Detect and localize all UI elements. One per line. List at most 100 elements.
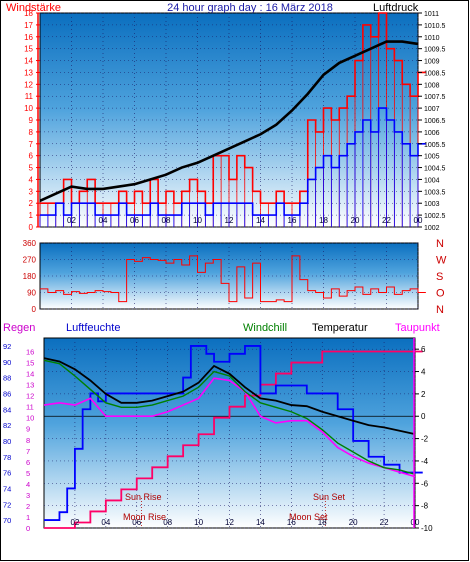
wind-direction-left-tick-label: 270	[23, 256, 37, 265]
pressure-right-tick-label: 1006.5	[424, 118, 446, 125]
wind-left-tick-label: 8	[29, 128, 34, 137]
pressure-right-tick-label: 1010	[424, 35, 440, 42]
humidity-left-tick-label: 86	[3, 389, 11, 398]
wind-direction-left-tick-label: 0	[32, 305, 37, 314]
sun-rise-annotation: Sun Rise	[125, 492, 162, 502]
header-luftfeuchte-label: Luftfeuchte	[66, 322, 120, 334]
wind-direction-series	[40, 255, 426, 303]
sun-set-annotation: Sun Set	[313, 492, 346, 502]
wind-direction-compass-label: S	[436, 271, 443, 283]
temperature-right-tick-label: 2	[421, 390, 426, 399]
humidity-series	[44, 345, 423, 521]
temperature-humidity-x-tick-label: 08	[163, 518, 172, 527]
wind-pressure-x-tick-label: 12	[225, 216, 234, 225]
wind-pressure-x-tick-label: 02	[67, 216, 76, 225]
pressure-right-tick-label: 1003	[424, 201, 440, 208]
pressure-right-tick-label: 1010.5	[424, 23, 446, 30]
header-windchill-label: Windchill	[243, 322, 287, 334]
moon-rise-annotation: Moon Rise	[123, 512, 166, 522]
rain-left-tick-label: 15	[26, 359, 34, 368]
wind-pressure-x-tick-label: 04	[99, 216, 108, 225]
pressure-right-tick-label: 1008.5	[424, 70, 446, 77]
temperature-humidity-x-tick-label: 04	[101, 518, 110, 527]
temperature-right-tick-label: -2	[421, 435, 429, 444]
header-luftdruck-label: Luftdruck	[373, 2, 419, 14]
temperature-humidity-x-tick-label: 22	[380, 518, 389, 527]
wind-pressure-x-tick-label: 00	[414, 216, 423, 225]
header-taupunkt-label: Taupunkt	[395, 322, 440, 334]
pressure-right-tick-label: 1006	[424, 130, 440, 137]
pressure-right-tick-label: 1004.5	[424, 166, 446, 173]
temperature-humidity-x-tick-label: 18	[318, 518, 327, 527]
header-temperatur-label: Temperatur	[312, 322, 368, 334]
wind-pressure-x-tick-label: 08	[162, 216, 171, 225]
humidity-left-tick-label: 82	[3, 421, 11, 430]
rain-left-tick-label: 6	[26, 458, 30, 467]
temperature-right-tick-label: 0	[421, 412, 426, 421]
header-windstaerke-label: Windstärke	[6, 2, 61, 14]
rain-left-tick-label: 2	[26, 502, 30, 511]
wind-left-tick-label: 10	[24, 104, 33, 113]
wind-pressure-axes: 02 04 06 08 10 12 14 16 18 20 22 000123456789101112…	[24, 9, 445, 232]
humidity-left-tick-label: 76	[3, 469, 11, 478]
humidity-left-tick-label: 88	[3, 374, 11, 383]
temperature-right-tick-label: -10	[421, 524, 433, 533]
temperature-humidity-axes: 02 04 06 08 10 12 14 16 18 20 22 00-10-8-6-4-202467…	[3, 338, 433, 533]
moon-set-annotation: Moon Set	[289, 512, 328, 522]
rain-left-tick-label: 12	[26, 392, 34, 401]
rain-left-tick-label: 14	[26, 370, 34, 379]
windchill-series	[43, 359, 416, 476]
pressure-series	[39, 40, 419, 203]
pressure-right-tick-label: 1003.5	[424, 189, 446, 196]
temperature-humidity-x-tick-label: 12	[225, 518, 234, 527]
wind-pressure-series	[39, 12, 426, 227]
wind-left-tick-label: 17	[24, 21, 33, 30]
temperature-humidity-series	[43, 345, 423, 529]
wind-direction-compass-label: W	[436, 255, 447, 267]
rain-left-tick-label: 8	[26, 436, 30, 445]
rain-series	[44, 350, 423, 529]
rain-left-tick-label: 11	[26, 403, 34, 412]
wind-direction-compass-label: N	[436, 238, 444, 250]
temperature-humidity-panel: 02 04 06 08 10 12 14 16 18 20 22 00-10-8-6-4-202467…	[3, 337, 433, 533]
temperature-humidity-x-tick-label: 10	[194, 518, 203, 527]
temperature-right-tick-label: -6	[421, 479, 429, 488]
wind-direction-left-tick-label: 180	[23, 272, 37, 281]
pressure-right-tick-label: 1005	[424, 154, 440, 161]
rain-left-tick-label: 13	[26, 381, 34, 390]
pressure-right-tick-label: 1004	[424, 177, 440, 184]
wind-pressure-x-tick-label: 16	[288, 216, 297, 225]
header-date-title: 24 hour graph day : 16 März 2018	[167, 2, 333, 14]
wind-pressure-x-tick-label: 20	[351, 216, 360, 225]
temperature-right-tick-label: 6	[421, 345, 426, 354]
wind-pressure-x-tick-label: 14	[256, 216, 265, 225]
rain-left-tick-label: 5	[26, 469, 30, 478]
wind-pressure-x-tick-label: 10	[193, 216, 202, 225]
wind-direction-left-tick-label: 90	[27, 289, 36, 298]
temperature-series	[43, 357, 416, 435]
pressure-right-tick-label: 1007	[424, 106, 440, 113]
pressure-right-tick-label: 1002.5	[424, 213, 446, 220]
temperature-right-tick-label: -4	[421, 457, 429, 466]
humidity-left-tick-label: 80	[3, 437, 11, 446]
rain-left-tick-label: 7	[26, 447, 30, 456]
temperature-humidity-x-tick-label: 02	[70, 518, 79, 527]
wind-pressure-x-tick-label: 18	[319, 216, 328, 225]
wind-left-tick-label: 5	[29, 164, 34, 173]
humidity-left-tick-label: 78	[3, 453, 11, 462]
rain-left-tick-label: 1	[26, 513, 30, 522]
wind-direction-series	[40, 255, 426, 303]
rain-left-tick-label: 3	[26, 491, 30, 500]
wind-left-tick-label: 18	[24, 9, 33, 18]
temperature-humidity-x-tick-label: 16	[287, 518, 296, 527]
wind-left-tick-label: 11	[25, 92, 34, 101]
wind-left-tick-label: 4	[29, 175, 34, 184]
pressure-right-tick-label: 1011	[424, 11, 439, 18]
wind-left-tick-label: 3	[29, 187, 34, 196]
humidity-left-tick-label: 92	[3, 342, 11, 351]
pressure-right-tick-label: 1009.5	[424, 47, 446, 54]
temperature-right-tick-label: 4	[421, 368, 426, 377]
